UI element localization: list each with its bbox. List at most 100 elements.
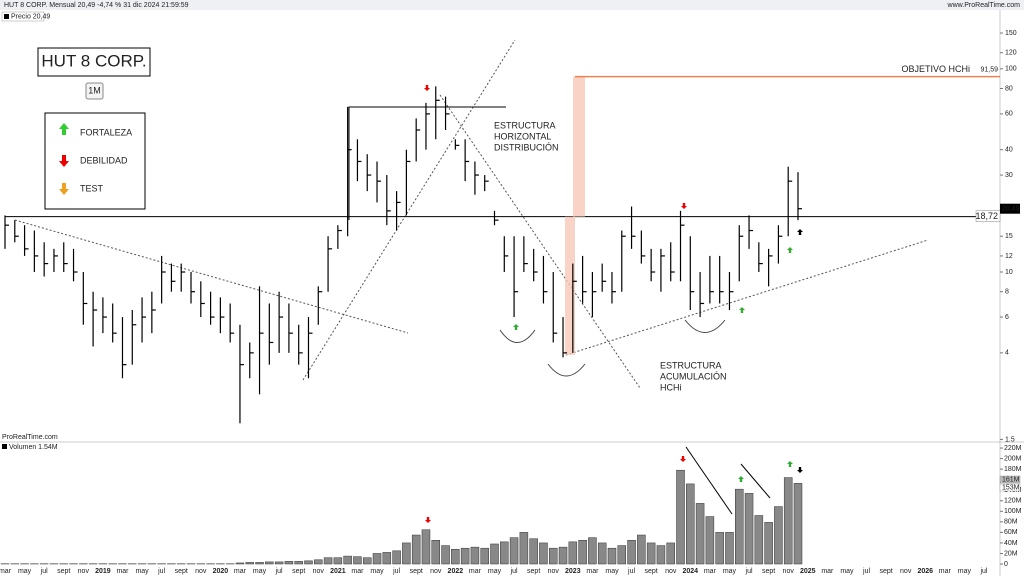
volume-bar [480, 547, 489, 565]
volume-tag-label: 153M [1002, 484, 1020, 491]
volume-bar [392, 550, 401, 565]
signal-arrow [797, 229, 803, 235]
volume-bar [627, 540, 636, 565]
y-tick-label: 0 [1004, 561, 1008, 568]
timeframe: 1M [88, 85, 101, 95]
volume-bar [529, 538, 538, 565]
x-tick-label: nov [783, 568, 795, 575]
x-tick-label: sept [292, 568, 305, 575]
y-tick-label: 220M [1004, 445, 1022, 452]
volume-bar [637, 534, 646, 565]
volume-tag [999, 483, 1021, 492]
x-tick-label: may [840, 568, 854, 575]
y-tick-label: 200M [1004, 455, 1022, 462]
x-tick-label: jul [40, 568, 48, 575]
volume-swatch [2, 444, 7, 449]
header-title: HUT 8 CORP. Mensual 20,49 -4,74 % 31 dic… [4, 2, 189, 9]
volume-trendline [685, 446, 733, 515]
x-tick-label: mar [116, 568, 129, 575]
y-tick-label: 12 [1005, 253, 1013, 260]
volume-bar [382, 552, 392, 565]
legend-up-arrow [59, 123, 69, 135]
x-tick-label: may [488, 568, 502, 575]
volume-bar [705, 516, 715, 565]
x-tick-label: sept [410, 568, 423, 575]
y-tick-label: 1.5 [1005, 436, 1015, 443]
x-tick-label: jul [862, 568, 870, 575]
volume-bar [490, 543, 499, 565]
y-tick-label: 120M [1004, 498, 1022, 505]
volume-bar [548, 547, 558, 565]
x-tick-label: nov [548, 568, 560, 575]
x-tick-label: sept [762, 568, 775, 575]
volume-bar [284, 561, 294, 565]
volume-bar [402, 542, 411, 565]
volume-bar [294, 561, 303, 565]
volume-bar [441, 545, 450, 565]
annotation: HORIZONTAL [494, 131, 551, 141]
volume-bar [421, 529, 431, 565]
volume-bar [539, 542, 548, 565]
volume-bar [451, 548, 460, 565]
shoulder-arc [684, 319, 726, 333]
signal-arrow [797, 467, 803, 473]
legend-test-arrow [59, 183, 69, 195]
x-tick-label: nov [430, 568, 442, 575]
symbol: HUT 8 CORP. [41, 51, 146, 70]
last-price-label: 20,49 [1002, 206, 1020, 213]
x-tick-label: may [253, 568, 267, 575]
level-label: 18,72 [975, 211, 998, 221]
x-tick-label: 2022 [448, 568, 464, 575]
volume-tag-label: 161M [1002, 476, 1020, 483]
x-tick-label: jul [979, 568, 987, 575]
y-tick-label: 6 [1005, 314, 1009, 321]
price-tag-box [1, 11, 45, 22]
x-tick-label: mar [939, 568, 952, 575]
x-tick-label: mar [469, 568, 482, 575]
x-tick-label: may [958, 568, 972, 575]
volume-bar [245, 562, 254, 565]
x-tick-label: mar [704, 568, 717, 575]
objective-label: OBJETIVO HCHi [901, 64, 970, 74]
annotation: ESTRUCTURA [494, 120, 556, 130]
volume-bar [686, 483, 695, 565]
signal-arrow [681, 203, 687, 209]
volume-bar [656, 545, 666, 565]
x-tick-label: sept [527, 568, 540, 575]
y-tick-label: 20M [1004, 550, 1018, 557]
top-bar [0, 0, 1024, 10]
volume-bar [235, 562, 245, 565]
site: www.ProRealTime.com [947, 2, 1021, 9]
level-label: 91,59 [980, 66, 998, 73]
volume-bar [558, 546, 568, 565]
volume-trendline [740, 463, 771, 499]
y-tick-label: 40M [1004, 540, 1018, 547]
volume-bar [744, 493, 754, 565]
x-tick-label: may [135, 568, 149, 575]
y-tick-label: 100M [1004, 508, 1022, 515]
volume-bar [500, 541, 509, 565]
shoulder-arc [499, 329, 536, 343]
y-tick-label: 4 [1005, 350, 1009, 357]
y-tick-label: 30 [1005, 172, 1013, 179]
x-tick-label: nov [665, 568, 677, 575]
trendline [14, 219, 409, 334]
x-tick-label: jul [157, 568, 165, 575]
timeframe-box [85, 82, 104, 100]
x-tick-label: may [605, 568, 619, 575]
x-tick-label: sept [175, 568, 188, 575]
signal-arrow [425, 517, 431, 523]
y-tick-label: 100 [1005, 66, 1017, 73]
x-tick-label: jul [510, 568, 518, 575]
x-tick-label: may [370, 568, 384, 575]
volume-bar [274, 561, 284, 565]
signal-arrow [513, 324, 519, 330]
x-tick-label: jul [745, 568, 753, 575]
last-price-tag [1000, 203, 1020, 214]
volume-bar [519, 532, 529, 565]
volume-tag [999, 475, 1021, 484]
x-tick-label: 2020 [213, 568, 229, 575]
x-tick-label: 2023 [565, 568, 581, 575]
y-tick-label: 15 [1005, 233, 1013, 240]
